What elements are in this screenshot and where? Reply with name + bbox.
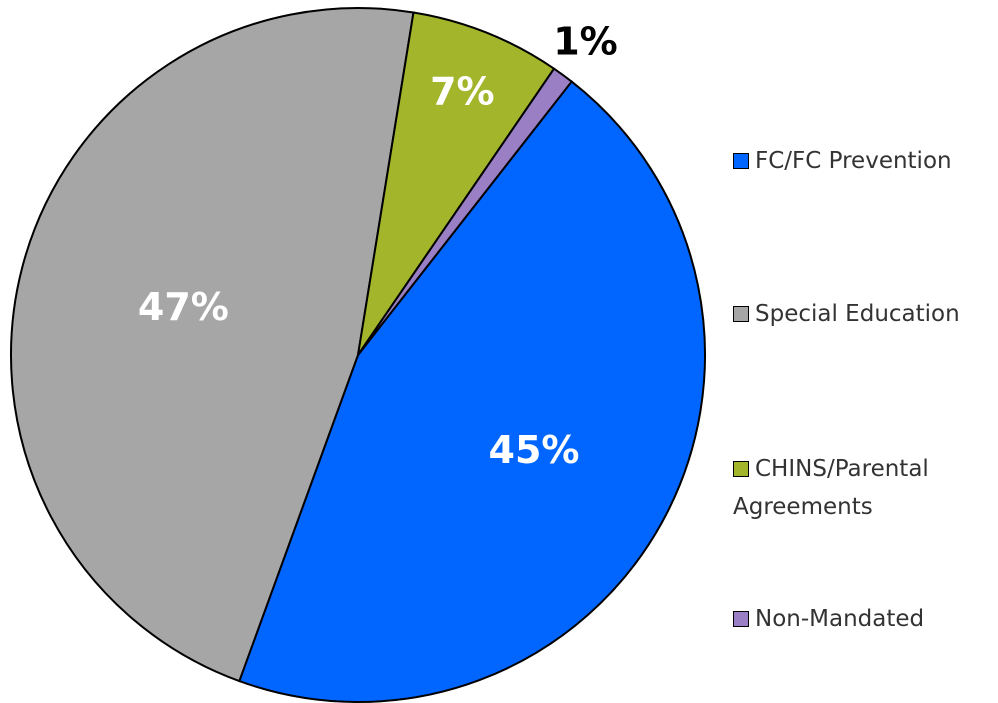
legend-swatch (733, 153, 749, 169)
legend-swatch (733, 611, 749, 627)
legend-label: Special Education (755, 301, 960, 327)
value-label: 7% (430, 70, 495, 114)
legend-label: FC/FC Prevention (755, 148, 952, 174)
pie-slice (10, 7, 415, 683)
legend-swatch (733, 306, 749, 322)
legend-item: FC/FC Prevention (733, 142, 983, 180)
value-label: 1% (553, 20, 618, 64)
legend-item: CHINS/Parental Agreements (733, 450, 983, 526)
legend-item: Non-Mandated (733, 600, 983, 638)
legend-item: Special Education (733, 295, 983, 333)
pie-slice (238, 80, 706, 703)
value-label: 45% (489, 428, 580, 472)
pie-slice (357, 67, 574, 356)
pie-slice (357, 11, 556, 356)
legend-label: Non-Mandated (755, 606, 925, 632)
legend-label: CHINS/Parental Agreements (733, 456, 929, 520)
legend-swatch (733, 461, 749, 477)
value-label: 47% (138, 285, 229, 329)
